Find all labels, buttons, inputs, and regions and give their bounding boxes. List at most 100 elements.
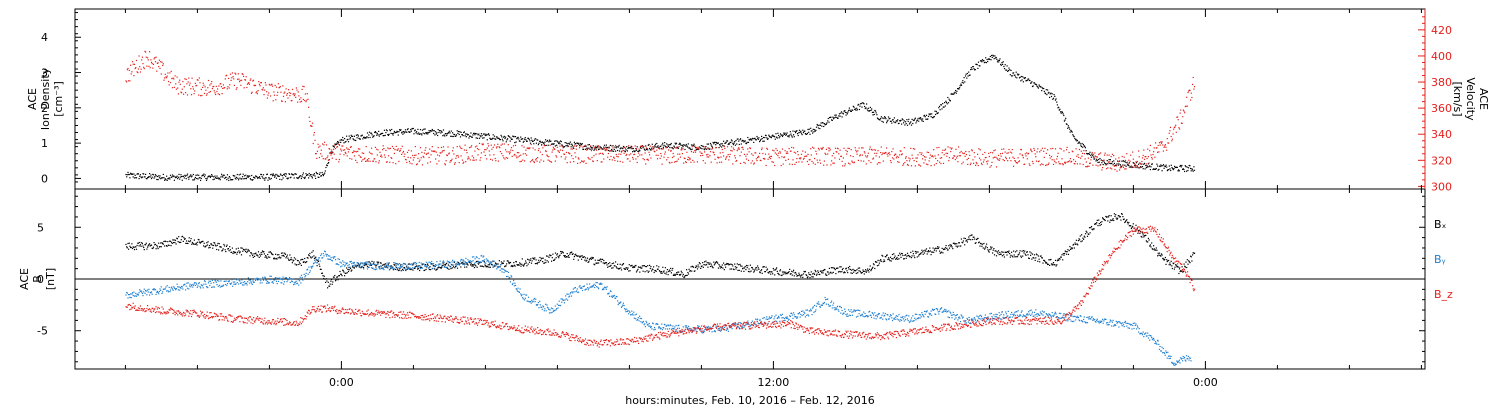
top-series-left-point [715, 141, 717, 144]
top-series-left-point [323, 173, 325, 175]
top-series-left-point [1098, 161, 1100, 163]
top-series-left-point [933, 116, 935, 118]
top-series-right-point [296, 89, 298, 91]
top-series-right-point [506, 151, 508, 153]
top-series-left-point [259, 177, 261, 179]
bottom-series-bx-point [932, 247, 934, 249]
top-series-right-point [943, 154, 945, 156]
top-series-right-point [863, 151, 865, 153]
top-right-tick-label: 300 [1431, 180, 1452, 193]
top-series-left-point [244, 177, 246, 180]
top-series-right-point [1014, 160, 1017, 162]
top-series-right-point [1188, 90, 1190, 92]
top-series-right-point [901, 153, 903, 155]
bottom-series-bx-point [212, 247, 214, 249]
bottom-series-bx-point [174, 239, 177, 241]
top-series-right-point [1126, 161, 1129, 163]
top-series-left-point [585, 145, 587, 147]
top-series-left-point [1077, 142, 1079, 144]
bottom-series-bx-point [741, 265, 743, 267]
bottom-series-bx-point [828, 273, 830, 275]
top-series-left-point [125, 173, 127, 176]
top-series-left-point [496, 136, 498, 138]
bottom-series-bx-point [918, 253, 920, 256]
bottom-series-bx-point [280, 257, 282, 259]
top-series-right-point [673, 161, 676, 163]
top-series-right-point [555, 155, 557, 157]
top-series-left-point [476, 137, 479, 139]
top-series-left-point [368, 131, 371, 133]
bottom-series-bx-point [270, 252, 272, 254]
top-series-right-point [732, 163, 734, 165]
top-series-right-point [901, 154, 903, 156]
bottom-series-bx-point [457, 261, 459, 263]
bottom-series-bx-point [1018, 252, 1021, 254]
top-series-right-point [897, 156, 899, 158]
top-series-right-point [489, 154, 491, 156]
bottom-series-bx-point [562, 251, 564, 253]
top-series-left-point [410, 130, 412, 132]
top-series-left-point [292, 174, 294, 176]
bottom-series-bx-point [244, 250, 247, 253]
top-series-right-point [679, 153, 681, 155]
top-series-left-point [817, 125, 819, 127]
bottom-series-bx-point [1090, 225, 1093, 228]
top-series-right-point [1092, 164, 1094, 166]
top-series-right-point [847, 147, 849, 149]
top-series-right-point [817, 161, 819, 164]
top-series-right-point [441, 151, 443, 153]
top-series-right-point [185, 92, 187, 94]
bottom-series-bx-point [233, 252, 235, 254]
bottom-series-bx-point [838, 270, 840, 273]
top-series-left-point [183, 177, 185, 179]
top-series-left-point [243, 175, 246, 177]
top-series-left-point [503, 135, 505, 137]
bottom-series-bx-point [216, 244, 218, 246]
top-series-right-point [976, 163, 978, 165]
top-series-left-point [550, 140, 552, 142]
top-series-right-point [598, 145, 600, 147]
top-series-right-point [423, 156, 425, 158]
top-series-right-point [509, 153, 511, 155]
top-series-right-point [912, 148, 914, 150]
bottom-series-bx-point [990, 248, 992, 250]
top-series-left-point [1122, 164, 1124, 166]
top-series-right-point [797, 151, 799, 153]
bottom-series-bx-point [1088, 233, 1090, 235]
top-series-left-point [706, 148, 708, 150]
top-series-left-point [342, 139, 344, 141]
top-series-left-point [840, 111, 843, 113]
top-series-left-point [846, 112, 848, 114]
top-series-right-point [383, 154, 386, 156]
bottom-series-bx-point [530, 262, 533, 264]
top-left-axis-label-line: [cm⁻³] [52, 81, 65, 117]
top-series-right-point [599, 148, 601, 150]
top-series-left-point [1113, 162, 1115, 164]
top-series-right-point [709, 155, 711, 157]
top-series-left-point [156, 178, 158, 181]
top-series-left-point [926, 118, 928, 120]
top-series-left-point [412, 127, 414, 130]
top-series-left-point [330, 151, 332, 153]
top-series-left-point [304, 176, 306, 178]
top-series-left-point [647, 149, 649, 151]
bottom-series-bx-point [351, 266, 354, 268]
top-series-right-point [399, 150, 401, 152]
top-series-left-point [1078, 141, 1080, 143]
bottom-series-bx-point [1106, 216, 1108, 218]
top-series-left-point [787, 135, 789, 137]
top-series-left-point [725, 141, 727, 143]
top-series-right-point [1124, 168, 1126, 170]
bottom-series-bx-point [724, 264, 726, 266]
top-series-right-point [295, 96, 297, 98]
top-series-right-point [1120, 166, 1122, 168]
top-series-right-point [425, 153, 427, 155]
top-series-left-point [524, 138, 526, 140]
bottom-series-bx-point [1107, 220, 1109, 222]
top-series-left-point [388, 133, 390, 135]
bottom-series-bx-point [665, 273, 667, 275]
top-series-right-point [237, 73, 239, 75]
top-series-right-point [178, 81, 180, 83]
top-series-right-point [574, 152, 576, 154]
top-series-left-point [837, 117, 839, 119]
